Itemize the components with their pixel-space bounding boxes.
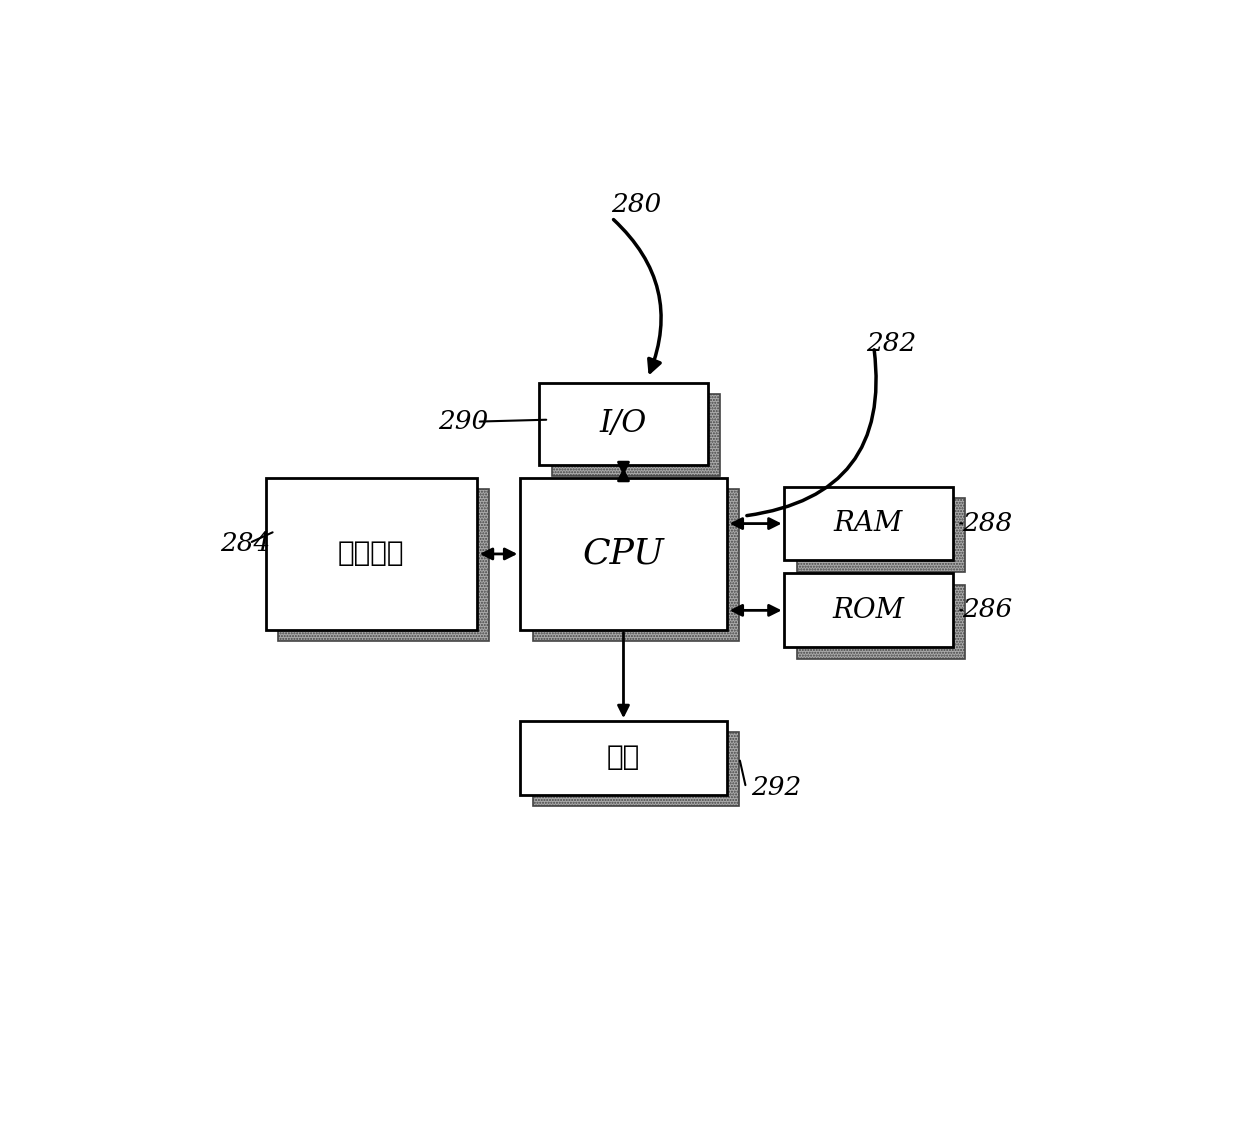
Text: ROM: ROM <box>832 597 904 624</box>
Text: 286: 286 <box>962 597 1013 622</box>
Text: 282: 282 <box>866 331 916 356</box>
Bar <box>533 733 739 806</box>
Bar <box>552 393 720 477</box>
Text: RAM: RAM <box>835 511 903 538</box>
Text: 290: 290 <box>439 409 489 434</box>
Bar <box>533 489 739 641</box>
Text: 292: 292 <box>751 775 801 800</box>
Bar <box>278 489 490 641</box>
Bar <box>797 498 965 571</box>
Text: 280: 280 <box>611 193 662 218</box>
Text: 网络: 网络 <box>606 744 640 771</box>
Bar <box>539 382 708 465</box>
Bar <box>797 585 965 658</box>
Text: CPU: CPU <box>583 536 665 571</box>
Bar <box>265 478 477 630</box>
Bar <box>785 487 952 560</box>
Text: I/O: I/O <box>600 408 647 440</box>
Text: 次级存储: 次级存储 <box>339 541 404 568</box>
Bar <box>521 721 727 795</box>
Text: 284: 284 <box>221 531 270 556</box>
Text: 288: 288 <box>962 511 1013 535</box>
Bar <box>521 478 727 630</box>
Bar <box>785 574 952 647</box>
